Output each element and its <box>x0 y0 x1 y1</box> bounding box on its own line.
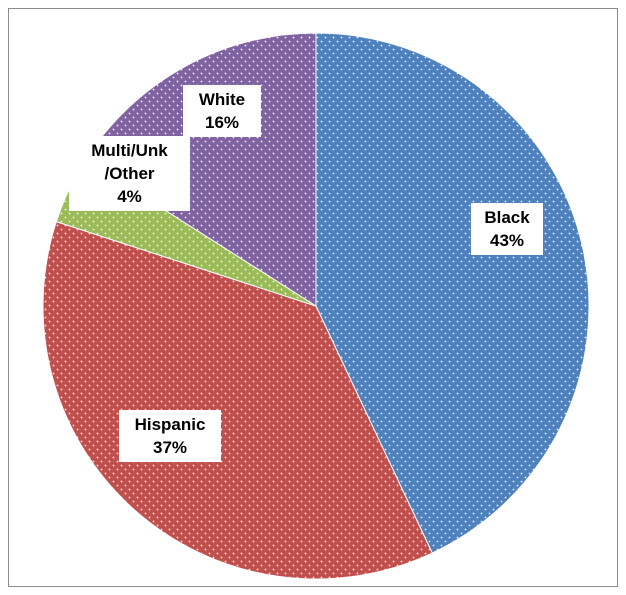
slice-label-multi-value: 4% <box>117 187 142 206</box>
pie-slice-hispanic <box>42 221 433 580</box>
slice-label-hispanic-name: Hispanic <box>134 415 206 434</box>
slice-label-black: Black 43% <box>471 203 543 255</box>
slice-label-white-value: 16% <box>204 113 240 132</box>
slice-label-multi-unk-other: Multi/Unk /Other 4% <box>69 136 190 211</box>
slice-label-multi-line2: /Other <box>104 164 155 183</box>
pie-slices <box>42 32 590 580</box>
pie-slice-black <box>315 32 590 554</box>
slice-label-white: White 16% <box>183 85 261 137</box>
slice-label-black-name: Black <box>484 208 530 227</box>
slice-label-white-name: White <box>198 90 246 109</box>
slice-label-hispanic-value: 37% <box>152 438 188 457</box>
slice-label-black-value: 43% <box>489 231 525 250</box>
slice-label-hispanic: Hispanic 37% <box>119 410 221 462</box>
slice-label-multi-line1: Multi/Unk <box>91 141 168 160</box>
